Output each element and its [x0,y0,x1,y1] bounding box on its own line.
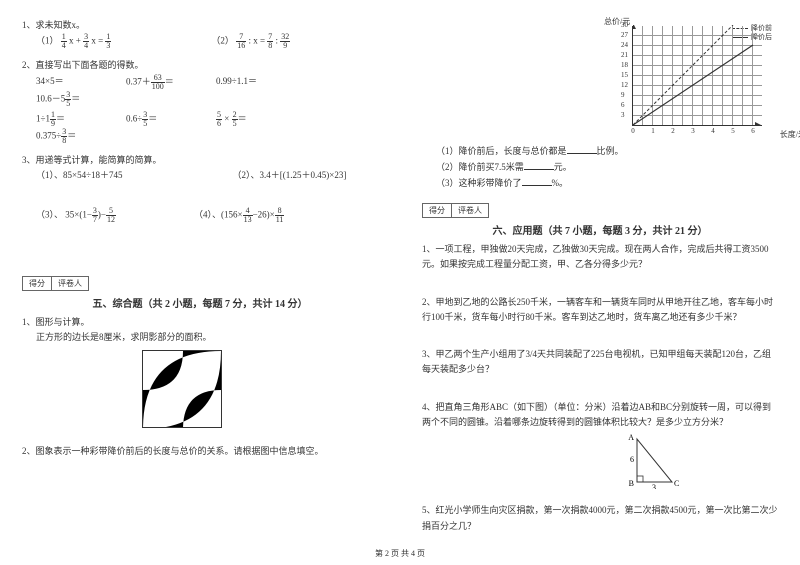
q6-3: 3、甲乙两个生产小组用了3/4天共同装配了225台电视机，已知甲组每天装配120… [422,347,778,378]
svg-text:B: B [629,479,634,488]
q6-2: 2、甲地到乙地的公路长250千米，一辆客车和一辆货车同时从甲地开往乙地，客车每小… [422,295,778,326]
q5-2: 2、图象表示一种彩带降价前后的长度与总价的关系。请根据图中信息填空。 [22,444,378,459]
page-footer: 第 2 页 共 4 页 [0,548,800,559]
p2-row2: 1÷119＝ 0.6÷35＝ 56 × 25＝ 0.375÷38＝ [22,111,378,145]
chart-q1: （1）降价前后，长度与总价都是比例。 [422,144,778,157]
p1-subs: （1） 14 x + 34 x = 13 （2） 716 : x = 78 : … [22,33,378,50]
p1-title: 1、求未知数x。 [22,18,378,33]
svg-text:6: 6 [630,455,634,464]
chart-q3: （3）这种彩带降价了%。 [422,176,778,189]
p3-row2: （3）、 35×(1−37)−512 （4）、(156×413−26)×811 [22,207,378,224]
chart-q2: （2）降价前买7.5米需元。 [422,160,778,173]
svg-text:C: C [674,479,679,488]
p1-b: （2） 716 : x = 78 : 329 [211,33,290,50]
problem-3: 3、用递等式计算，能简算的简算。 （1）、85×54÷18＋745 （2）、3.… [22,153,378,225]
problem-1: 1、求未知数x。 （1） 14 x + 34 x = 13 （2） 716 : … [22,18,378,50]
q6-5: 5、红光小学师生向灾区捐款，第一次捐款4000元，第二次捐款4500元，第一次比… [422,503,778,534]
square-figure [142,350,222,428]
p1-a: （1） 14 x + 34 x = 13 [36,33,111,50]
q5-1: 1、图形与计算。 正方形的边长是8厘米，求阴影部分的面积。 [22,315,378,428]
triangle-figure: A B C 6 3 [622,434,692,489]
score-box-6: 得分 评卷人 [422,203,489,218]
problem-2: 2、直接写出下面各题的得数。 34×5＝ 0.37＋63100＝ 0.99÷1.… [22,58,378,144]
left-column: 1、求未知数x。 （1） 14 x + 34 x = 13 （2） 716 : … [0,0,400,565]
section-5-title: 五、综合题（共 2 小题，每题 7 分，共计 14 分） [22,295,378,310]
score-box-5: 得分 评卷人 [22,276,89,291]
right-column: 降价前 降价后 总价/元 3 6 9 12 15 18 21 24 27 30 … [400,0,800,565]
p3-title: 3、用递等式计算，能简算的简算。 [22,153,378,168]
price-chart: 降价前 降价后 总价/元 3 6 9 12 15 18 21 24 27 30 … [608,18,778,138]
p3-row1: （1）、85×54÷18＋745 （2）、3.4＋[(1.25＋0.45)×23… [22,168,378,183]
q6-4: 4、把直角三角形ABC（如下图）（单位：分米）沿着边AB和BC分别旋转一周，可以… [422,400,778,490]
p2-row1: 34×5＝ 0.37＋63100＝ 0.99÷1.1＝ 10.6－535＝ [22,74,378,108]
q6-1: 1、一项工程，甲独做20天完成，乙独做30天完成。现在两人合作，完成后共得工资3… [422,242,778,273]
p2-title: 2、直接写出下面各题的得数。 [22,58,378,73]
x-axis-label: 长度/米 [780,129,800,140]
svg-text:A: A [628,434,634,442]
chart-grid: 3 6 9 12 15 18 21 24 27 30 0 1 2 3 4 5 6 [632,26,762,126]
section-6-title: 六、应用题（共 7 小题，每题 3 分，共计 21 分） [422,222,778,237]
svg-text:3: 3 [652,483,656,489]
